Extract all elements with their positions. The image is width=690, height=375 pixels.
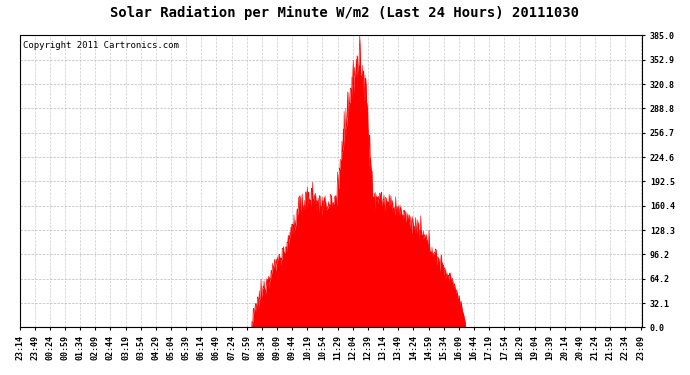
Text: Solar Radiation per Minute W/m2 (Last 24 Hours) 20111030: Solar Radiation per Minute W/m2 (Last 24… <box>110 6 580 20</box>
Text: Copyright 2011 Cartronics.com: Copyright 2011 Cartronics.com <box>23 41 179 50</box>
